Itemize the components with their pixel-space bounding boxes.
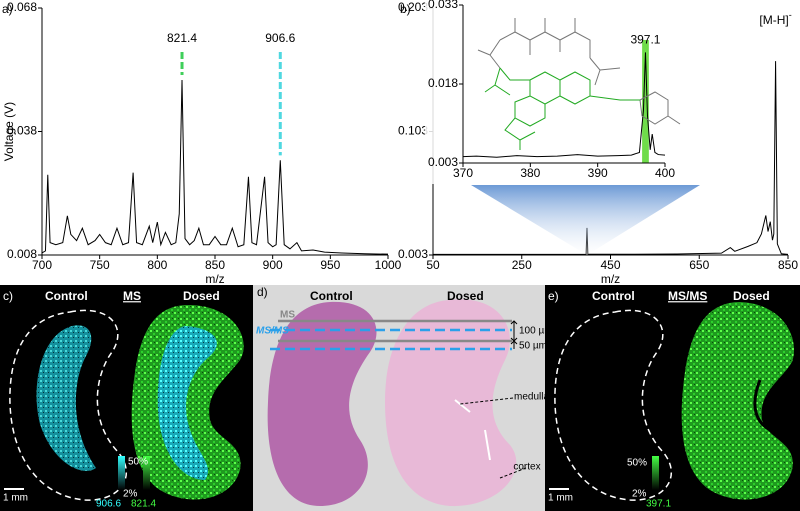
channel-label: 821.4	[131, 499, 156, 510]
zoom-cone	[471, 185, 700, 255]
x-tick-label: 370	[453, 166, 473, 180]
panel-e: e) Control MS/MS Dosed 50% 2% 397.1 1 mm	[545, 285, 800, 511]
annotation: 821.4	[167, 31, 197, 45]
tissue-detail	[454, 399, 491, 461]
mode-label: MS	[123, 289, 141, 303]
x-tick-label: 390	[588, 166, 608, 180]
y-tick-label: 0.103	[398, 124, 428, 138]
x-tick-label: 250	[512, 258, 532, 272]
dosed-label: Dosed	[447, 289, 484, 303]
x-tick-label: 50	[426, 258, 440, 272]
x-tick-label: 900	[263, 258, 283, 272]
highlight	[642, 40, 649, 163]
tissue-section	[267, 301, 377, 506]
scale-bar-label: 1 mm	[548, 493, 573, 504]
colorbar	[118, 456, 125, 490]
y-tick-label: 0.003	[428, 155, 458, 169]
inset-background	[425, 2, 671, 184]
annotation-text: [M-H]	[759, 13, 788, 27]
annotation: 906.6	[265, 31, 295, 45]
panel-d: d) Control Dosed MS MS/MS 100 µm 50 µm m…	[253, 285, 553, 511]
panel-label: c)	[3, 289, 13, 303]
annotation-text: 906.6	[265, 31, 295, 45]
ion-image	[157, 326, 217, 480]
panel-label: e)	[548, 289, 559, 303]
spectrum-line	[462, 52, 666, 158]
panel-label: a)	[2, 2, 13, 16]
channel-label: 906.6	[96, 499, 121, 510]
x-tick-label: 800	[147, 258, 167, 272]
annotation-text: 821.4	[167, 31, 197, 45]
control-label: Control	[310, 289, 353, 303]
annotation-text: 397.1	[630, 33, 660, 47]
x-tick-label: 450	[600, 258, 620, 272]
panel-c: c) Control MS Dosed 50% 2% 906.6 821.4 1…	[0, 285, 253, 511]
spacing-label: 50 µm	[519, 341, 547, 352]
annotation: 397.1	[630, 33, 660, 47]
y-tick-label: 0.038	[7, 124, 37, 138]
y-tick-label: 0.003	[398, 247, 428, 261]
dosed-label: Dosed	[733, 289, 770, 303]
region-label: cortex	[513, 462, 540, 473]
ion-image	[131, 304, 244, 500]
molecule	[477, 18, 681, 150]
scale-min: 2%	[123, 489, 138, 500]
x-axis-label: m/z	[601, 272, 620, 286]
y-axis-label: Voltage (V)	[2, 102, 16, 161]
scale-min: 2%	[632, 489, 647, 500]
spectrum-line	[41, 80, 389, 255]
x-tick-label: 650	[689, 258, 709, 272]
x-tick-label: 850	[205, 258, 225, 272]
x-tick-label: 380	[520, 166, 540, 180]
y-tick-label: 0.018	[428, 76, 458, 90]
spacing-label: 100 µm	[519, 326, 553, 337]
channel-label: 397.1	[646, 499, 671, 510]
spectra: 0.008 0.038 0.068 700 750 800 850 900 950 1000 m/z…	[2, 0, 798, 286]
region-label: medulla	[514, 392, 549, 403]
dosed-label: Dosed	[183, 289, 220, 303]
x-tick-label: 850	[778, 258, 798, 272]
line-label: MS/MS	[256, 326, 289, 337]
x-tick-label: 400	[655, 166, 675, 180]
sampling-lines	[270, 319, 518, 351]
colorbar	[143, 456, 150, 490]
control-label: Control	[45, 289, 88, 303]
colorbar	[652, 456, 659, 490]
control-label: Control	[592, 289, 635, 303]
tissue-outline	[9, 309, 128, 501]
x-axis-label: m/z	[205, 272, 224, 286]
y-tick-label: 0.068	[7, 0, 37, 14]
panel-label: b)	[400, 2, 411, 16]
x-tick-label: 1000	[375, 258, 402, 272]
y-tick-label: 0.203	[398, 0, 428, 14]
x-tick-label: 700	[32, 258, 52, 272]
x-tick-label: 750	[90, 258, 110, 272]
ion-image	[753, 379, 771, 432]
line-label: MS	[280, 310, 295, 321]
mode-label: MS/MS	[668, 289, 707, 303]
ion-image	[681, 302, 795, 500]
tissue-outline	[554, 309, 673, 501]
pointer	[459, 397, 527, 479]
tissue-section	[385, 299, 517, 507]
panel-label: d)	[257, 285, 268, 299]
scale-max: 50%	[128, 457, 148, 468]
x-tick-label: 950	[320, 258, 340, 272]
scale-max: 50%	[627, 458, 647, 469]
scale-bar-label: 1 mm	[3, 493, 28, 504]
annotation-superscript: -	[789, 10, 792, 20]
y-tick-label: 0.008	[7, 247, 37, 261]
annotation: [M-H]-	[759, 10, 791, 27]
y-tick-label: 0.033	[428, 0, 458, 11]
ion-image	[36, 325, 96, 471]
